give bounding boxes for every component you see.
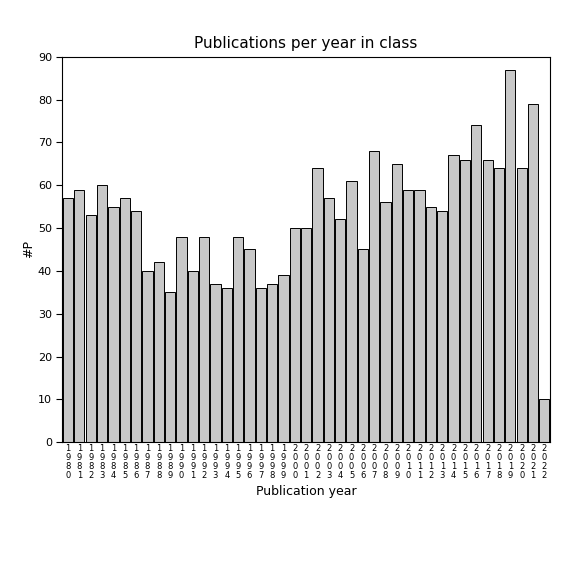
Bar	[290, 228, 300, 442]
Bar	[471, 125, 481, 442]
X-axis label: Publication year: Publication year	[256, 485, 357, 498]
Bar	[324, 198, 334, 442]
Title: Publications per year in class: Publications per year in class	[194, 36, 418, 52]
Bar	[244, 249, 255, 442]
Bar	[176, 236, 187, 442]
Bar	[131, 211, 141, 442]
Bar	[165, 293, 175, 442]
Bar	[448, 155, 459, 442]
Bar	[517, 168, 527, 442]
Bar	[278, 275, 289, 442]
Bar	[414, 189, 425, 442]
Bar	[267, 284, 277, 442]
Bar	[312, 168, 323, 442]
Bar	[97, 185, 107, 442]
Bar	[74, 189, 84, 442]
Y-axis label: #P: #P	[22, 240, 35, 259]
Bar	[210, 284, 221, 442]
Bar	[335, 219, 345, 442]
Bar	[108, 206, 119, 442]
Bar	[426, 206, 436, 442]
Bar	[380, 202, 391, 442]
Bar	[528, 104, 538, 442]
Bar	[539, 399, 549, 442]
Bar	[301, 228, 311, 442]
Bar	[142, 271, 153, 442]
Bar	[120, 198, 130, 442]
Bar	[188, 271, 198, 442]
Bar	[63, 198, 73, 442]
Bar	[199, 236, 209, 442]
Bar	[403, 189, 413, 442]
Bar	[358, 249, 368, 442]
Bar	[494, 168, 504, 442]
Bar	[369, 151, 379, 442]
Bar	[346, 181, 357, 442]
Bar	[392, 164, 402, 442]
Bar	[437, 211, 447, 442]
Bar	[86, 215, 96, 442]
Bar	[256, 288, 266, 442]
Bar	[505, 70, 515, 442]
Bar	[483, 159, 493, 442]
Bar	[233, 236, 243, 442]
Bar	[222, 288, 232, 442]
Bar	[154, 263, 164, 442]
Bar	[460, 159, 470, 442]
